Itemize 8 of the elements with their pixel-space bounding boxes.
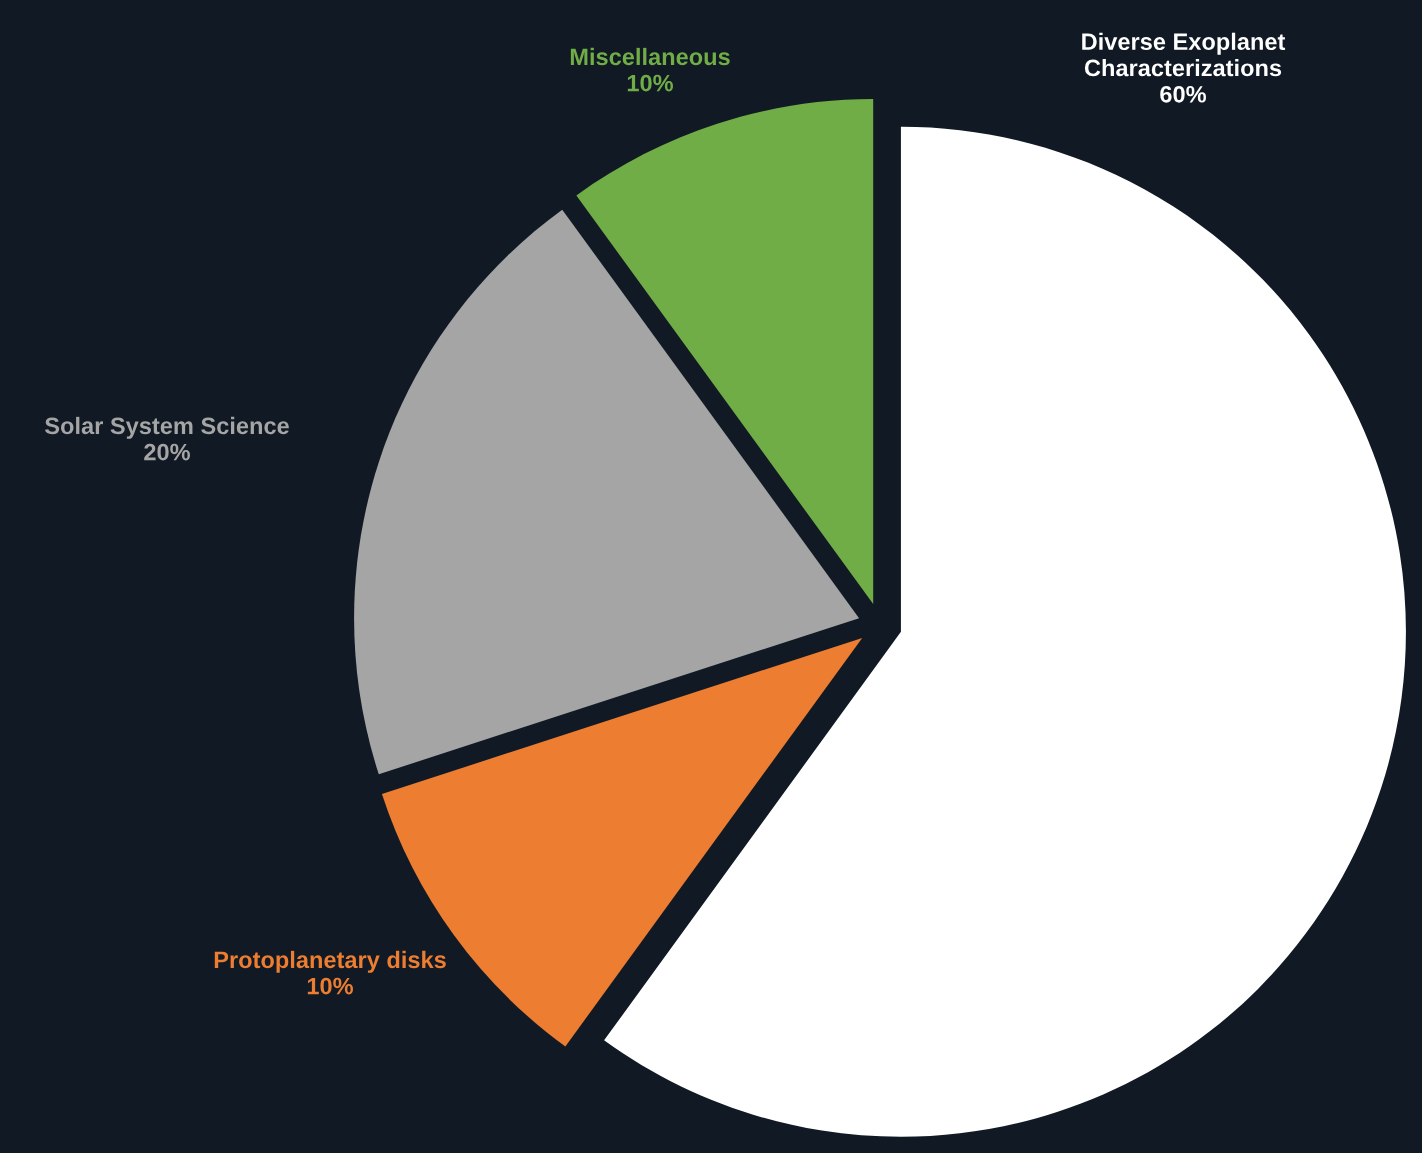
slice-label: Solar System Science <box>44 416 289 439</box>
data-label: 60% <box>1160 85 1207 103</box>
data-label: 20% <box>144 443 191 461</box>
data-label: 10% <box>627 74 674 92</box>
slice-label: Diverse Exoplanet Characterizations <box>1082 32 1286 77</box>
slice-label: Protoplanetary disks <box>214 950 446 973</box>
slice-label: Miscellaneous <box>570 47 730 66</box>
data-label: 10% <box>307 977 354 995</box>
